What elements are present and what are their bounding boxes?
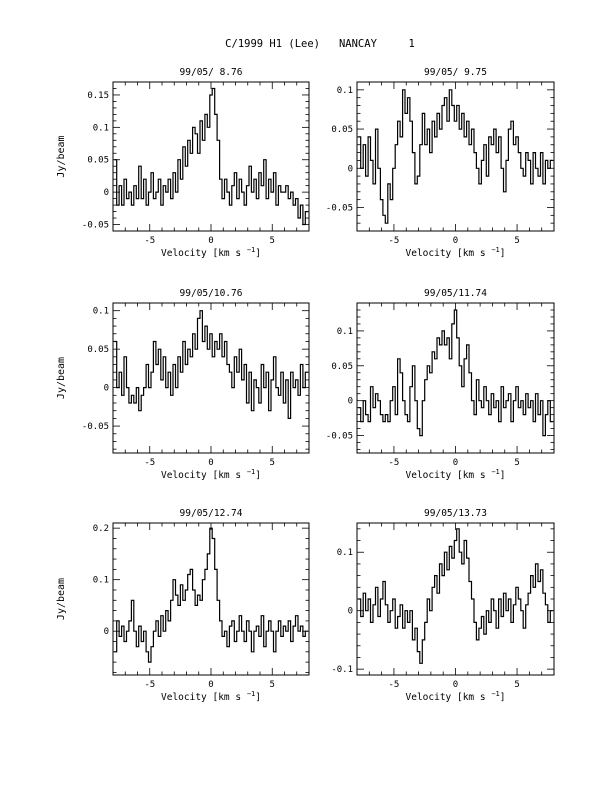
y-tick-label: -0.1 xyxy=(331,665,353,675)
panel-title: 99/05/12.74 xyxy=(180,508,243,519)
y-axis-label: Jy/beam xyxy=(56,578,67,620)
x-tick-label: 0 xyxy=(453,458,458,468)
panel-1: 99/05/ 8.76 -5 0 5 -0.05 0 0.05 0.1 0.15 Velocity… xyxy=(56,67,310,259)
panel-title: 99/05/ 8.76 xyxy=(180,67,243,78)
y-tick-label: -0.05 xyxy=(326,203,353,213)
y-tick-label: 0.1 xyxy=(93,307,109,317)
x-axis-label: Velocity [km s −1] xyxy=(161,468,261,481)
plot-frame xyxy=(112,302,310,454)
spectrum-trace xyxy=(114,527,308,663)
y-tick-label: 0.1 xyxy=(93,123,109,133)
y-tick-label: 0.1 xyxy=(337,86,353,96)
spectrum-trace xyxy=(358,309,553,437)
spectrum-trace xyxy=(358,89,553,224)
y-tick-label: 0 xyxy=(104,384,109,394)
y-tick-label: 0.2 xyxy=(93,524,109,534)
y-tick-label: 0.05 xyxy=(331,362,353,372)
panel-title: 99/05/13.73 xyxy=(424,508,487,519)
plot-frame xyxy=(112,81,310,232)
panel-4: 99/05/11.74 -5 0 5 -0.05 0 0.05 0.1 Velocity [km… xyxy=(326,288,555,481)
x-tick-label: -5 xyxy=(144,236,155,246)
x-tick-label: 5 xyxy=(514,680,519,690)
x-tick-label: 0 xyxy=(453,680,458,690)
plot-frame xyxy=(356,522,555,676)
y-tick-label: 0.05 xyxy=(87,345,109,355)
x-axis-label: Velocity [km s −1] xyxy=(406,468,506,481)
y-tick-label: 0 xyxy=(348,607,353,617)
panel-5: 99/05/12.74 -5 0 5 0 0.1 0.2 Velocity [km s −1]… xyxy=(56,508,310,703)
y-tick-label: 0.15 xyxy=(87,91,109,101)
panel-title: 99/05/ 9.75 xyxy=(424,67,487,78)
y-tick-label: 0 xyxy=(348,164,353,174)
x-tick-label: -5 xyxy=(389,236,400,246)
x-axis-label: Velocity [km s −1] xyxy=(161,246,261,259)
plot-frame xyxy=(356,302,555,454)
plot-frame xyxy=(112,522,310,676)
x-axis-label: Velocity [km s −1] xyxy=(406,246,506,259)
x-tick-label: -5 xyxy=(144,458,155,468)
y-tick-label: 0 xyxy=(104,627,109,637)
y-axis-label: Jy/beam xyxy=(56,135,67,177)
x-tick-label: -5 xyxy=(144,680,155,690)
x-axis-label: Velocity [km s −1] xyxy=(161,690,261,703)
y-tick-label: 0.05 xyxy=(331,125,353,135)
x-tick-label: 5 xyxy=(270,236,275,246)
x-tick-label: 5 xyxy=(270,680,275,690)
spectrum-trace xyxy=(358,528,553,664)
page-title: C/1999 H1 (Lee) NANCAY 1 xyxy=(225,38,415,50)
y-tick-label: -0.05 xyxy=(326,432,353,442)
x-tick-label: -5 xyxy=(389,680,400,690)
y-tick-label: 0.1 xyxy=(337,548,353,558)
y-tick-label: 0 xyxy=(348,397,353,407)
x-tick-label: 5 xyxy=(270,458,275,468)
spectrum-trace xyxy=(114,310,308,419)
panel-6: 99/05/13.73 -5 0 5 -0.1 0 0.1 Velocity [km s −1… xyxy=(331,508,555,703)
y-tick-label: 0.05 xyxy=(87,156,109,166)
x-tick-label: 0 xyxy=(208,236,213,246)
panels: 99/05/ 8.76-5 0 5-0.0500.050.10.15Velocity… xyxy=(56,67,555,703)
panel-3: 99/05/10.76 -5 0 5 -0.05 0 0.05 0.1 Velocity [km… xyxy=(56,288,310,481)
spectrum-trace xyxy=(114,87,308,226)
y-axis-label: Jy/beam xyxy=(56,357,67,399)
y-tick-label: -0.05 xyxy=(82,422,109,432)
y-tick-label: -0.05 xyxy=(82,221,109,231)
panel-title: 99/05/11.74 xyxy=(424,288,487,299)
x-tick-label: 5 xyxy=(514,458,519,468)
x-tick-label: 0 xyxy=(208,458,213,468)
x-tick-label: -5 xyxy=(389,458,400,468)
panel-title: 99/05/10.76 xyxy=(180,288,243,299)
y-tick-label: 0.1 xyxy=(337,327,353,337)
x-tick-label: 0 xyxy=(208,680,213,690)
y-tick-label: 0.1 xyxy=(93,576,109,586)
plot-frame xyxy=(356,81,555,232)
panel-2: 99/05/ 9.75 -5 0 5 -0.05 0 0.05 0.1 Velocity [km… xyxy=(326,67,555,259)
x-tick-label: 5 xyxy=(514,236,519,246)
x-tick-label: 0 xyxy=(453,236,458,246)
x-axis-label: Velocity [km s −1] xyxy=(406,690,506,703)
y-tick-label: 0 xyxy=(104,188,109,198)
